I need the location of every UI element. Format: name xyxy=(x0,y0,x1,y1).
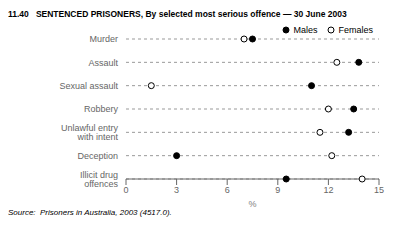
html-text:Source: Prisoners in Australia: Source: Prisoners in Australia, 2003 (45… xyxy=(8,208,172,217)
svg-text:Sexual assault: Sexual assault xyxy=(59,81,118,91)
svg-text:9: 9 xyxy=(275,185,280,195)
html-text:Females: Females xyxy=(338,25,373,35)
svg-text:Murder: Murder xyxy=(89,34,118,44)
svg-text:3: 3 xyxy=(174,185,179,195)
svg-text:Assault: Assault xyxy=(88,58,118,68)
svg-text:6: 6 xyxy=(225,185,230,195)
svg-text:Deception: Deception xyxy=(77,151,118,161)
svg-text:0: 0 xyxy=(123,185,128,195)
svg-text:Unlawful entrywith intent: Unlawful entrywith intent xyxy=(61,123,119,142)
svg-text:Illicit drugoffences: Illicit drugoffences xyxy=(80,170,119,189)
svg-text:Robbery: Robbery xyxy=(84,104,119,114)
svg-text:12: 12 xyxy=(323,185,333,195)
html-text:Males: Males xyxy=(293,25,318,35)
html-text:11.40 SENTENCED PRISONERS, By: 11.40 SENTENCED PRISONERS, By selected m… xyxy=(8,9,347,19)
svg-text:15: 15 xyxy=(374,185,384,195)
svg-text:%: % xyxy=(248,199,256,207)
